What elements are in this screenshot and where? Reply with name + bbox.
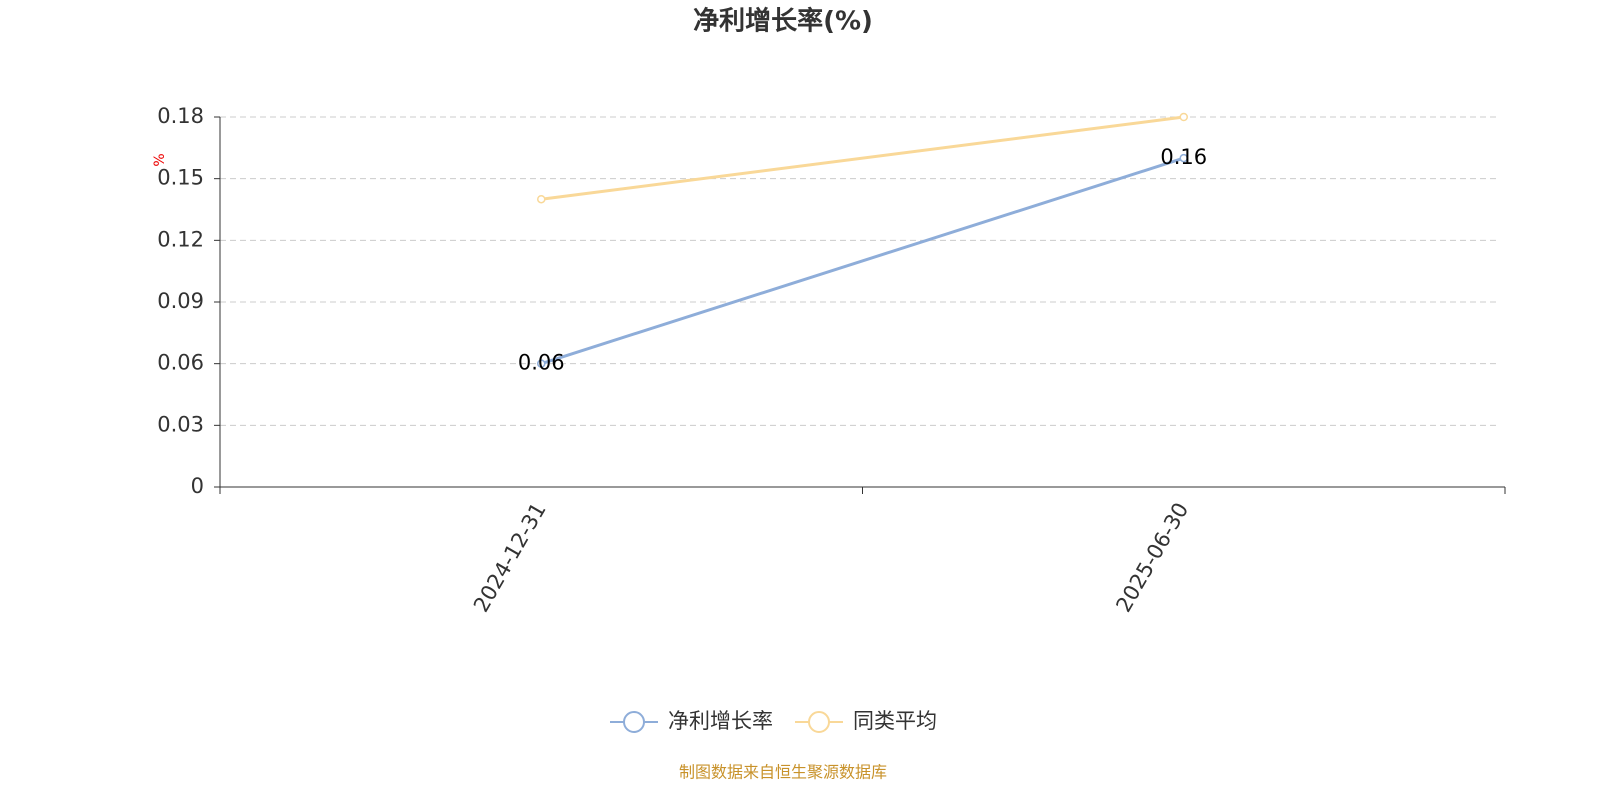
legend-marker [808,711,830,733]
chart-title: 净利增长率(%) [693,6,873,37]
y-tick-label: 0.06 [157,351,204,375]
y-tick-label: 0.09 [157,289,204,313]
y-tick-label: 0.18 [157,104,204,128]
y-tick-label: 0.03 [157,412,204,436]
legend-label: 同类平均 [853,709,937,733]
data-label: 0.16 [1160,145,1207,169]
data-point [1179,153,1188,163]
series-line [541,115,1184,201]
data-label: 0.06 [518,351,565,375]
x-tick-label: 2025-06-30 [1111,499,1193,617]
x-tick-label: 2024-12-31 [469,499,551,617]
source-note: 制图数据来自恒生聚源数据库 [679,763,887,782]
legend-marker [623,711,645,733]
y-tick-label: 0.12 [157,227,204,251]
data-point [1179,112,1188,122]
y-tick-label: 0.15 [157,166,204,190]
series-line [540,156,1185,366]
y-axis-label: % [152,153,168,166]
data-point [537,194,546,204]
y-tick-label: 0 [191,474,204,498]
legend-label: 净利增长率 [668,709,773,733]
data-point [537,359,546,368]
